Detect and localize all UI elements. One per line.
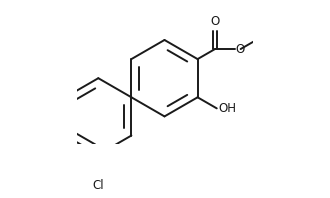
Text: O: O [236,43,245,55]
Text: Cl: Cl [92,179,104,192]
Text: O: O [211,15,220,28]
Text: OH: OH [219,102,237,115]
